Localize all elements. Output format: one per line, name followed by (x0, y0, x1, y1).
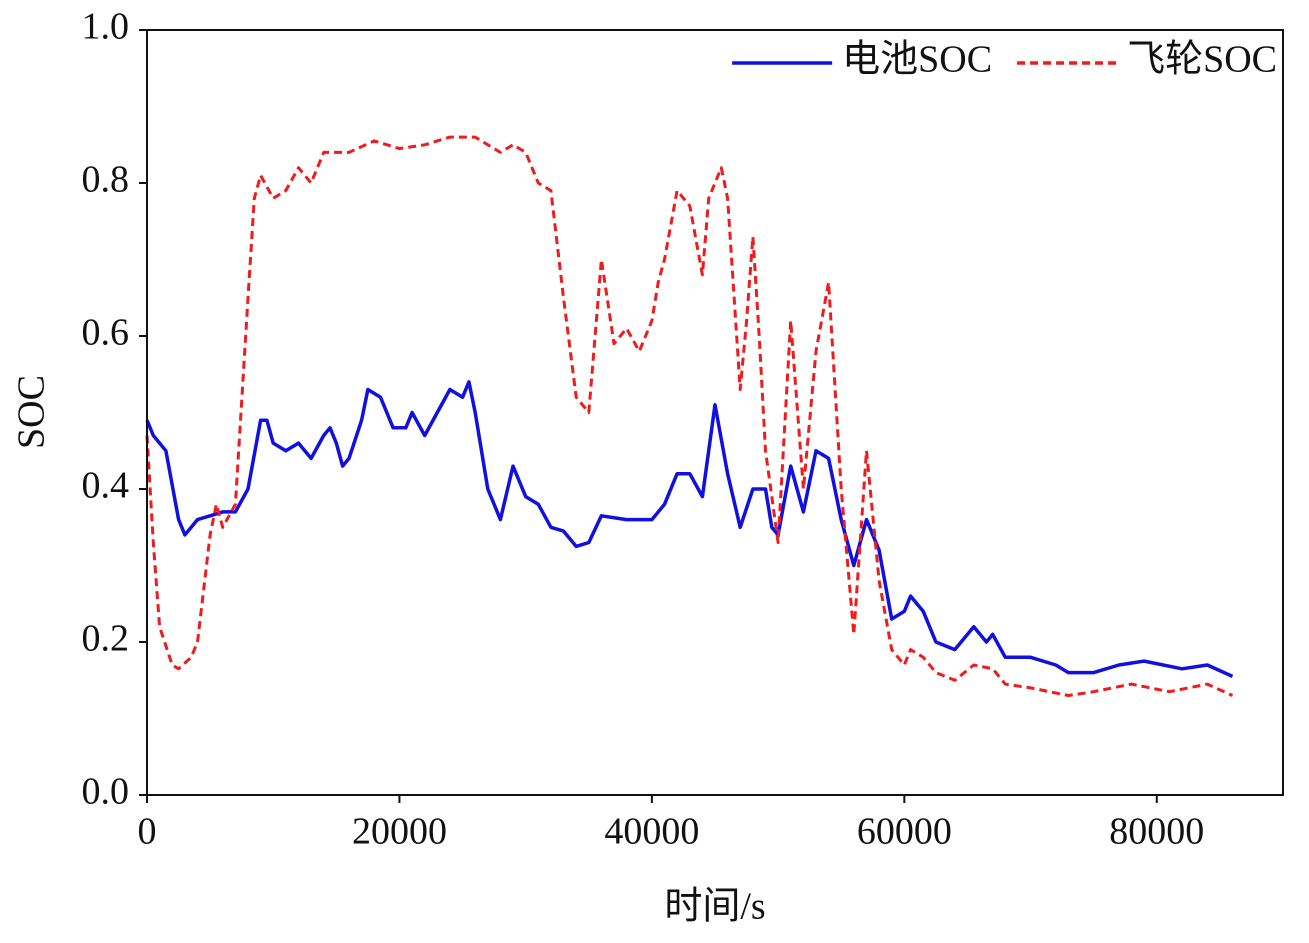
plot-frame (146, 29, 1284, 796)
y-tick-label: 0.2 (82, 618, 130, 660)
x-axis-label: 时间/s (664, 886, 765, 928)
y-axis-label: SOC (11, 375, 53, 449)
y-tick-label: 0.0 (82, 771, 130, 813)
y-tick-label: 0.4 (82, 465, 130, 507)
y-tick-label: 1.0 (82, 6, 130, 48)
x-tick-label: 40000 (604, 811, 699, 853)
x-tick-label: 80000 (1109, 811, 1204, 853)
data-line (145, 380, 1234, 678)
y-tick-label: 0.8 (82, 159, 130, 201)
x-tick-label: 60000 (857, 811, 952, 853)
data-line (145, 135, 1234, 697)
x-tick-label: 0 (138, 811, 157, 853)
legend-label: 飞轮SOC (1127, 39, 1277, 81)
y-tick-label: 0.6 (82, 312, 130, 354)
x-tick-label: 20000 (352, 811, 447, 853)
legend-label: 电池SOC (842, 39, 992, 81)
